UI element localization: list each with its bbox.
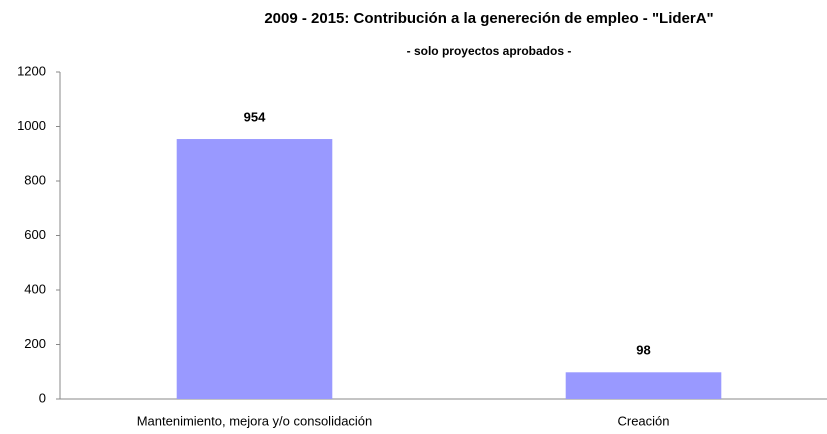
y-tick-label: 1000 bbox=[17, 118, 46, 133]
data-label: 98 bbox=[636, 343, 650, 358]
y-tick-label: 800 bbox=[24, 172, 46, 187]
chart-subtitle: - solo proyectos aprobados - bbox=[407, 44, 572, 58]
y-tick-label: 400 bbox=[24, 281, 46, 296]
bar bbox=[176, 139, 333, 399]
x-tick-label: Mantenimiento, mejora y/o consolidación bbox=[137, 413, 373, 428]
y-tick-label: 1200 bbox=[17, 63, 46, 78]
x-tick-label: Creación bbox=[617, 413, 669, 428]
chart-title: 2009 - 2015: Contribución a la genereció… bbox=[264, 10, 713, 27]
y-tick-label: 0 bbox=[39, 390, 46, 405]
bar bbox=[565, 372, 722, 399]
y-tick-label: 600 bbox=[24, 227, 46, 242]
data-label: 954 bbox=[244, 109, 266, 124]
y-tick-label: 200 bbox=[24, 336, 46, 351]
